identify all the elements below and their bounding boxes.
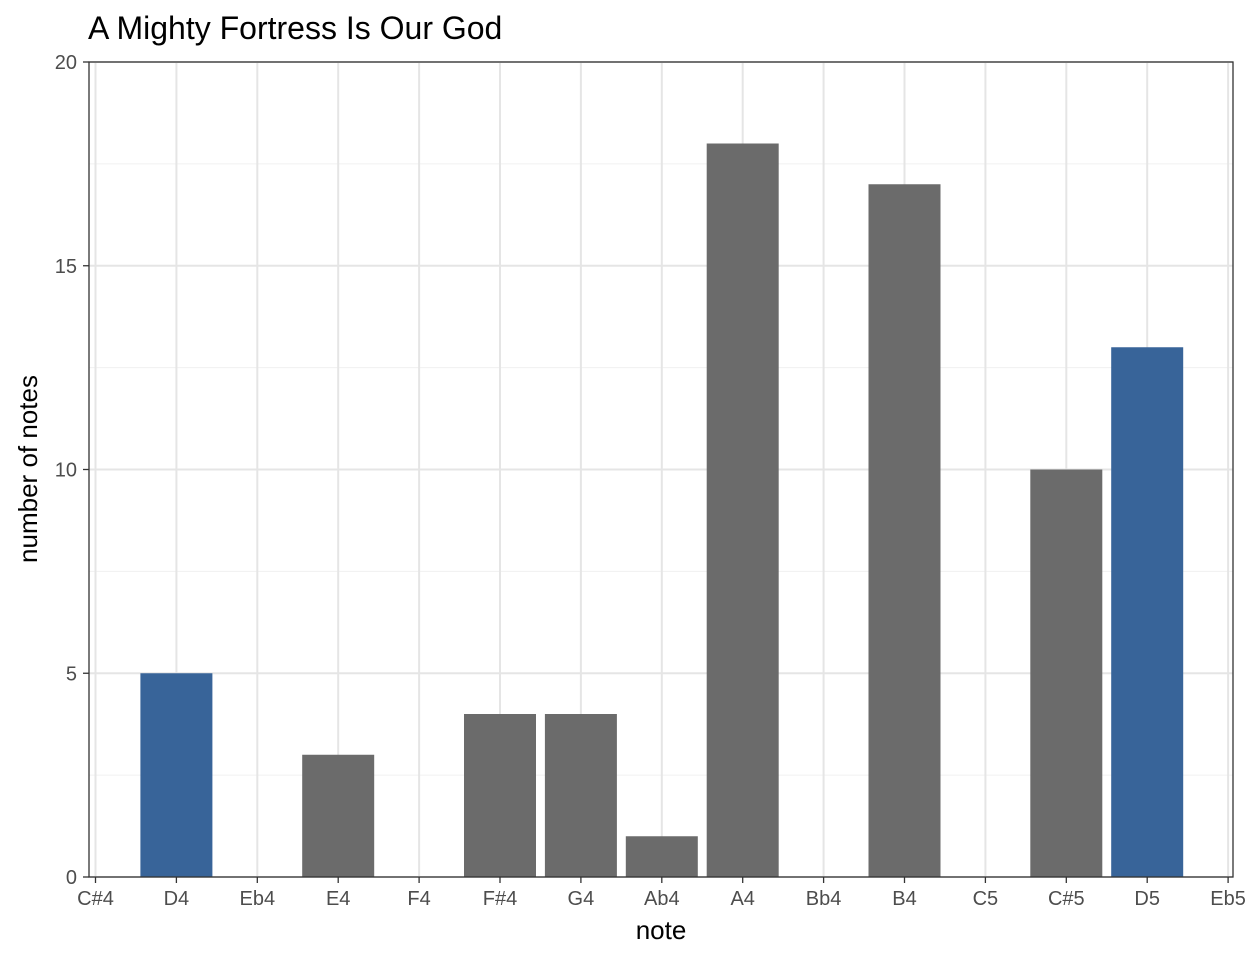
bar-e4 [302,754,375,877]
x-tick-label: G4 [568,888,595,910]
bar-d4 [140,673,213,877]
x-tick-label: Eb4 [240,888,276,910]
x-tick-label: Eb5 [1210,888,1246,910]
x-tick-label: C5 [973,888,999,910]
bar-a4 [706,143,779,877]
chart-title: A Mighty Fortress Is Our God [88,10,502,46]
bar-fsharp4 [464,714,536,877]
x-tick-label: E4 [326,888,350,910]
x-axis-title: note [636,915,687,945]
bar-g4 [544,714,617,877]
y-tick-label: 10 [55,460,77,482]
x-tick-label: Ab4 [644,888,680,910]
x-tick-label: F#4 [483,888,517,910]
x-tick-label: D5 [1134,888,1160,910]
bars [140,143,1184,877]
x-tick-label: A4 [730,888,754,910]
y-tick-label: 20 [55,52,77,74]
x-tick-label: Bb4 [806,888,842,910]
x-axis: C#4 D4 Eb4 E4 F4 F#4 G4 Ab4 A4 Bb4 B4 C5 C#5 D5 Eb5 [77,877,1246,910]
y-axis-title: number of notes [13,375,43,563]
bar-ab4 [625,836,698,877]
x-tick-label: C#5 [1048,888,1085,910]
y-tick-label: 15 [55,256,77,278]
y-tick-label: 0 [66,867,77,889]
bar-csharp5 [1030,469,1103,877]
y-axis: 0 5 10 15 20 [55,52,89,889]
x-tick-label: F4 [407,888,430,910]
x-tick-label: B4 [892,888,916,910]
y-tick-label: 5 [66,663,77,685]
bar-d5 [1111,347,1184,877]
x-tick-label: D4 [164,888,190,910]
x-tick-label: C#4 [77,888,114,910]
bar-b4 [868,184,941,877]
